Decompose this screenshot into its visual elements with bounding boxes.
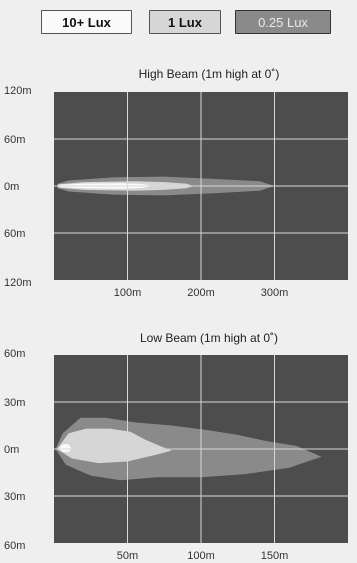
low-beam-chart: Low Beam (1m high at 0˚) 60m 30m 0m 30m 60m 50… [0, 329, 357, 563]
chart0-y-tick-2: 0m [4, 181, 19, 193]
chart0-y-tick-1: 60m [4, 134, 25, 146]
high-beam-chart: High Beam (1m high at 0˚) 120m 60m 0m 60m 120… [0, 62, 357, 312]
high-beam-svg: High Beam (1m high at 0˚) 120m 60m 0m 60m 120… [4, 67, 348, 299]
legend-item-10-lux: 10+ Lux [41, 10, 132, 34]
chart1-series-10-lux-area [58, 444, 72, 453]
chart1-y-tick-2: 0m [4, 444, 19, 456]
chart1-y-tick-4: 60m [4, 540, 25, 552]
chart1-series-1-lux-area [56, 428, 172, 464]
chart0-y-tick-4: 120m [4, 277, 32, 289]
legend-item-0-25-lux: 0.25 Lux [235, 10, 331, 34]
chart1-x-tick-1: 100m [187, 550, 215, 562]
chart0-y-tick-0: 120m [4, 85, 32, 97]
chart0-x-tick-1: 200m [187, 287, 215, 299]
chart0-x-tick-2: 300m [261, 287, 289, 299]
legend: 10+ Lux 1 Lux 0.25 Lux [0, 6, 357, 40]
low-beam-svg: Low Beam (1m high at 0˚) 60m 30m 0m 30m 60m 50… [4, 331, 348, 562]
chart0-title: High Beam (1m high at 0˚) [139, 67, 280, 81]
chart1-x-tick-2: 150m [261, 550, 289, 562]
chart0-x-tick-0: 100m [114, 287, 142, 299]
chart1-x-tick-0: 50m [117, 550, 138, 562]
chart1-title: Low Beam (1m high at 0˚) [140, 331, 278, 345]
chart0-y-tick-3: 60m [4, 228, 25, 240]
chart1-y-tick-0: 60m [4, 348, 25, 360]
legend-item-1-lux: 1 Lux [149, 10, 221, 34]
chart1-y-tick-3: 30m [4, 491, 25, 503]
chart1-y-tick-1: 30m [4, 397, 25, 409]
